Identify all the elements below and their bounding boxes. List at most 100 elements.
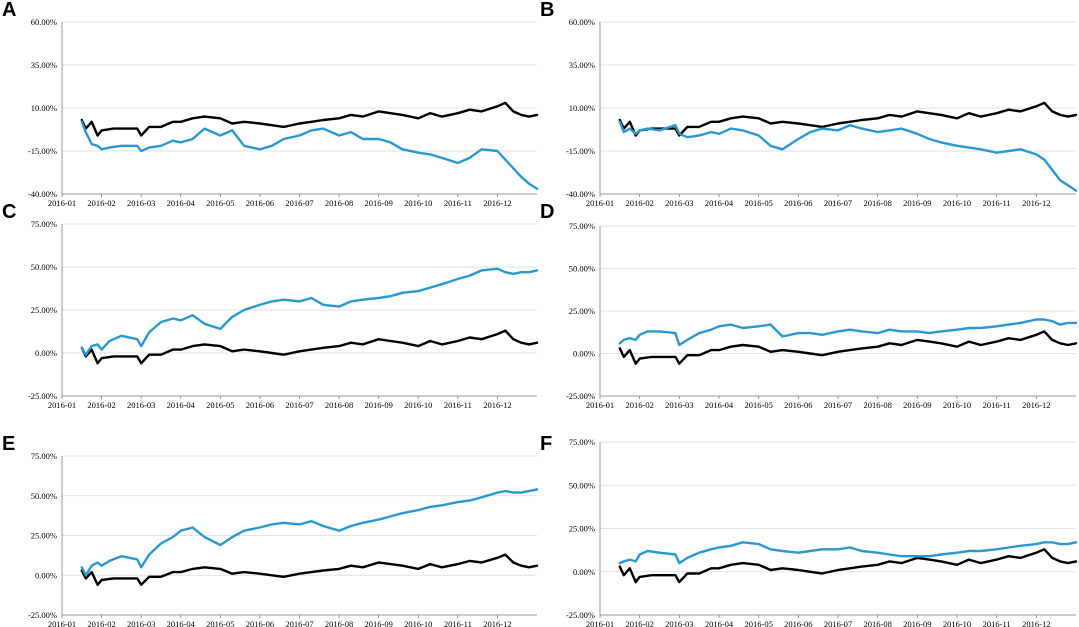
panel-letter: E xyxy=(2,433,15,455)
y-tick-label: -25.00% xyxy=(28,610,57,620)
x-tick-label: 2016-12 xyxy=(483,198,511,208)
x-tick-label: 2016-01 xyxy=(48,400,76,410)
y-tick-label: 50.00% xyxy=(569,480,595,490)
y-tick-label: 60.00% xyxy=(569,17,595,27)
x-tick-label: 2016-03 xyxy=(127,400,155,410)
y-tick-label: -40.00% xyxy=(28,189,57,199)
y-tick-label: 10.00% xyxy=(569,103,595,113)
x-tick-label: 2016-09 xyxy=(364,400,392,410)
x-tick-label: 2016-01 xyxy=(586,198,614,208)
series-line-portfolio xyxy=(618,318,1078,347)
x-tick-label: 2016-06 xyxy=(784,400,812,410)
y-tick-label: 60.00% xyxy=(31,17,57,27)
x-tick-label: 2016-07 xyxy=(285,619,313,627)
y-tick-label: 35.00% xyxy=(31,60,57,70)
y-tick-label: -15.00% xyxy=(28,146,57,156)
x-tick-label: 2016-05 xyxy=(206,619,234,627)
x-tick-label: 2016-03 xyxy=(127,198,155,208)
series-line-benchmark xyxy=(80,553,539,586)
y-tick-label: 75.00% xyxy=(31,451,57,461)
y-tick-label: 0.00% xyxy=(35,570,57,580)
x-tick-label: 2016-11 xyxy=(983,619,1011,627)
series-line-portfolio xyxy=(80,488,539,577)
y-tick-label: 25.00% xyxy=(31,531,57,541)
x-tick-label: 2016-01 xyxy=(586,619,614,627)
y-tick-label: -15.00% xyxy=(566,146,595,156)
x-tick-label: 2016-06 xyxy=(246,400,274,410)
series-line-portfolio xyxy=(618,541,1078,565)
x-tick-label: 2016-06 xyxy=(784,619,812,627)
y-tick-label: 50.00% xyxy=(569,264,595,274)
chart-panel-b: B 60.00% 35.00% 10.00% -15.00% -40.00%2016-01… xyxy=(540,0,1078,208)
chart-panel-a: A 60.00% 35.00% 10.00% -15.00% -40.00%2016-01… xyxy=(2,0,539,208)
x-tick-label: 2016-03 xyxy=(127,619,155,627)
chart-panel-c: C75.00%50.00%25.00%0.00%-25.00%2016-01 20… xyxy=(2,201,539,410)
x-tick-label: 2016-01 xyxy=(586,400,614,410)
x-tick-label: 2016-03 xyxy=(665,198,693,208)
x-tick-label: 2016-10 xyxy=(404,400,432,410)
x-tick-label: 2016-03 xyxy=(665,400,693,410)
x-tick-label: 2016-12 xyxy=(483,619,511,627)
x-tick-label: 2016-11 xyxy=(983,400,1011,410)
x-tick-label: 2016-12 xyxy=(1022,619,1050,627)
x-tick-label: 2016-07 xyxy=(285,198,313,208)
x-tick-label: 2016-09 xyxy=(903,400,931,410)
x-tick-label: 2016-04 xyxy=(705,619,734,627)
chart-panel-f: F 75.00% 50.00% 25.00% 0.00% -25.00%2016-01 20… xyxy=(540,433,1078,627)
x-tick-label: 2016-09 xyxy=(903,619,931,627)
x-tick-label: 2016-05 xyxy=(744,198,772,208)
x-tick-label: 2016-03 xyxy=(665,619,693,627)
chart-panel-e: E 75.00% 50.00% 25.00% 0.00% -25.00%2016-01 20… xyxy=(2,433,539,627)
series-line-benchmark xyxy=(80,329,539,365)
x-tick-label: 2016-11 xyxy=(444,400,472,410)
panel-letter: A xyxy=(2,0,16,21)
x-tick-label: 2016-07 xyxy=(285,400,313,410)
x-tick-label: 2016-07 xyxy=(824,400,852,410)
x-tick-label: 2016-05 xyxy=(744,619,772,627)
y-tick-label: -40.00% xyxy=(566,189,595,199)
x-tick-label: 2016-04 xyxy=(167,400,196,410)
x-tick-label: 2016-04 xyxy=(167,619,196,627)
x-tick-label: 2016-08 xyxy=(325,400,353,410)
x-tick-label: 2016-11 xyxy=(444,198,472,208)
y-tick-label: -25.00% xyxy=(566,391,595,401)
panel-letter: D xyxy=(540,201,554,223)
x-tick-label: 2016-11 xyxy=(983,198,1011,208)
x-tick-label: 2016-05 xyxy=(206,400,234,410)
panel-letter: F xyxy=(540,433,552,455)
x-tick-label: 2016-09 xyxy=(364,619,392,627)
y-tick-label: -25.00% xyxy=(566,610,595,620)
x-tick-label: 2016-01 xyxy=(48,619,76,627)
x-tick-label: 2016-08 xyxy=(863,619,891,627)
y-tick-label: 75.00% xyxy=(569,221,595,231)
x-tick-label: 2016-02 xyxy=(625,619,653,627)
x-tick-label: 2016-04 xyxy=(167,198,196,208)
x-tick-label: 2016-06 xyxy=(246,619,274,627)
x-tick-label: 2016-06 xyxy=(784,198,812,208)
series-line-portfolio xyxy=(80,267,539,356)
y-tick-label: 50.00% xyxy=(31,262,57,272)
x-tick-label: 2016-04 xyxy=(705,400,734,410)
x-tick-label: 2016-02 xyxy=(87,619,115,627)
chart-panel-d: D75.00%50.00%25.00%0.00%-25.00%2016-01 20… xyxy=(540,201,1078,410)
y-tick-label: 25.00% xyxy=(569,306,595,316)
panel-letter: B xyxy=(540,0,554,21)
x-tick-label: 2016-07 xyxy=(824,619,852,627)
x-tick-label: 2016-10 xyxy=(404,198,432,208)
x-tick-label: 2016-02 xyxy=(87,400,115,410)
x-tick-label: 2016-08 xyxy=(863,400,891,410)
y-tick-label: -25.00% xyxy=(28,391,57,401)
x-tick-label: 2016-02 xyxy=(625,198,653,208)
x-tick-label: 2016-10 xyxy=(943,198,971,208)
panel-letter: C xyxy=(2,201,16,223)
y-tick-label: 35.00% xyxy=(569,60,595,70)
y-tick-label: 10.00% xyxy=(31,103,57,113)
series-line-benchmark xyxy=(618,330,1078,365)
y-tick-label: 0.00% xyxy=(573,349,595,359)
x-tick-label: 2016-08 xyxy=(325,619,353,627)
series-line-benchmark xyxy=(80,101,539,137)
y-tick-label: 25.00% xyxy=(569,524,595,534)
x-tick-label: 2016-10 xyxy=(943,619,971,627)
x-tick-label: 2016-05 xyxy=(744,400,772,410)
